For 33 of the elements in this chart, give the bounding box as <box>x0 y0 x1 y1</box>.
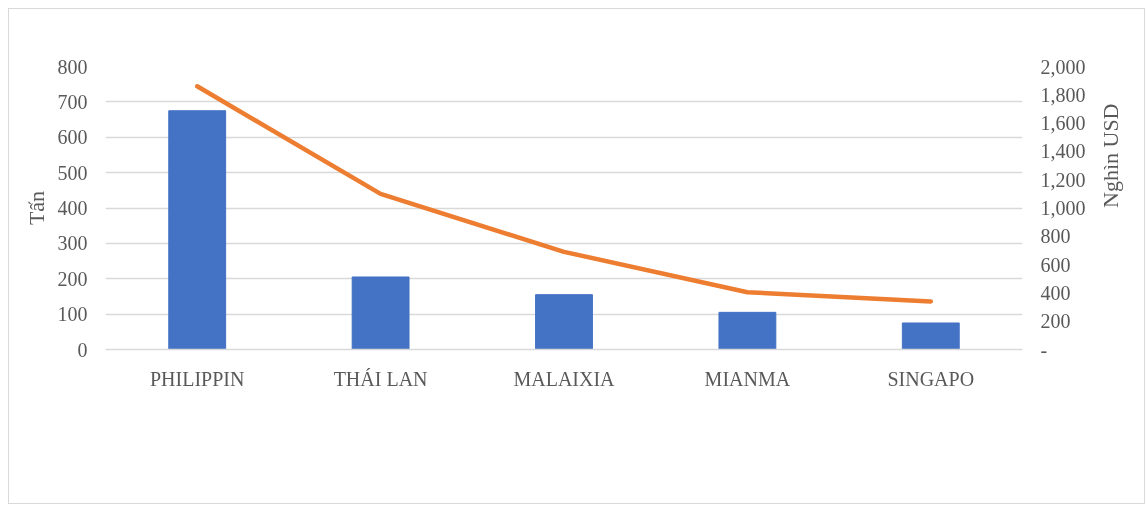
y-tick-label: 700 <box>57 90 88 113</box>
line-series <box>194 84 934 304</box>
y-axis-title: Tấn <box>23 190 49 226</box>
bar <box>718 311 777 350</box>
y-tick-label: 0 <box>77 338 88 361</box>
y2-tick-label: 800 <box>1040 225 1071 248</box>
x-tick-label: MALAIXIA <box>513 367 616 390</box>
y2-tick-label: 1,200 <box>1040 168 1086 191</box>
bar <box>901 322 960 350</box>
y-tick-label: 600 <box>57 126 88 149</box>
y-tick-label: 800 <box>57 55 88 78</box>
bar <box>535 294 593 350</box>
y2-axis-title: Nghìn USD <box>1098 103 1123 208</box>
y2-tick-label: - <box>1040 338 1048 361</box>
x-tick-label: THÁI LAN <box>333 367 428 390</box>
y2-tick-label: 400 <box>1040 281 1071 304</box>
bar <box>168 110 227 350</box>
y-tick-label: 400 <box>57 197 88 219</box>
y2-tick-label: 2,000 <box>1040 55 1086 78</box>
x-tick-label: SINGAPO <box>887 367 975 390</box>
y2-tick-label: 600 <box>1040 253 1071 276</box>
y2-tick-label: 1,600 <box>1040 112 1086 135</box>
y-tick-label: 300 <box>57 232 88 255</box>
bar <box>351 276 410 350</box>
y-tick-label: 500 <box>57 161 88 184</box>
y2-tick-label: 1,400 <box>1040 140 1086 163</box>
x-tick-label: PHILIPPIN <box>149 367 245 390</box>
y2-tick-label: 1,800 <box>1040 83 1086 106</box>
y-tick-label: 200 <box>57 267 88 290</box>
x-tick-label: MIANMA <box>704 367 791 390</box>
y2-tick-label: 1,000 <box>1040 197 1086 219</box>
y-tick-label: 100 <box>57 303 88 326</box>
y2-tick-label: 200 <box>1040 310 1071 333</box>
